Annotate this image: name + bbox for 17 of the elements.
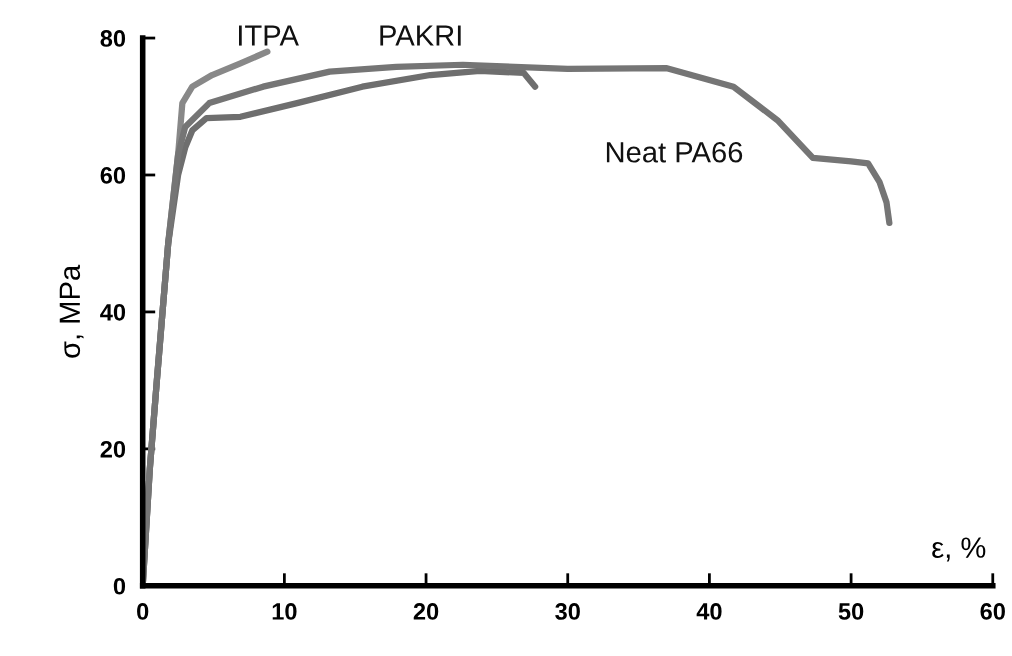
y-tick-label: 60: [100, 167, 126, 184]
x-tick-label: 50: [838, 603, 864, 620]
series-label: Neat PA66: [606, 141, 743, 163]
y-tick-label: 40: [100, 304, 126, 321]
x-tick-label: 0: [137, 603, 149, 620]
x-tick-label: 30: [555, 603, 580, 620]
series-label: PAKRI: [380, 25, 461, 46]
x-tick-label: 10: [272, 603, 297, 620]
x-tick-label: 60: [980, 603, 1005, 620]
x-tick-label: 20: [413, 603, 439, 620]
x-axis-title: ε, %: [932, 537, 986, 562]
y-tick-label: 20: [100, 440, 126, 458]
y-tick-label: 80: [100, 30, 126, 47]
series-label: ITPA: [239, 25, 299, 46]
x-tick-label: 40: [696, 603, 722, 620]
y-axis-title: σ, MPa: [59, 264, 84, 358]
y-tick-label: 0: [113, 577, 126, 595]
